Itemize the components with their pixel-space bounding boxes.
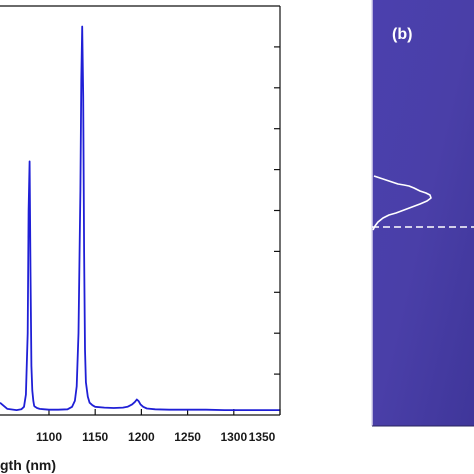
spectrum-series-line [0,25,280,411]
x-axis-title: gth (nm) [0,457,56,473]
panel-b-beam-image: (b) [371,0,474,427]
x-axis-ticks: 1100 1150 1200 1250 1300 1350 [36,409,281,444]
panel-b-label: (b) [392,26,412,43]
x-tick-label: 1250 [174,430,201,444]
beam-intensity-profile [372,175,432,231]
x-tick-label: 1200 [128,430,155,444]
panel-a-spectrum-chart: 1100 1150 1200 1250 1300 1350 gth (nm) [0,5,281,473]
x-tick-label: 1100 [36,430,62,444]
x-tick-label: 1350 [249,430,276,444]
beam-image-background [372,0,474,426]
x-tick-label: 1300 [220,430,247,444]
x-tick-label: 1150 [82,430,108,444]
y-axis-ticks [274,46,280,375]
